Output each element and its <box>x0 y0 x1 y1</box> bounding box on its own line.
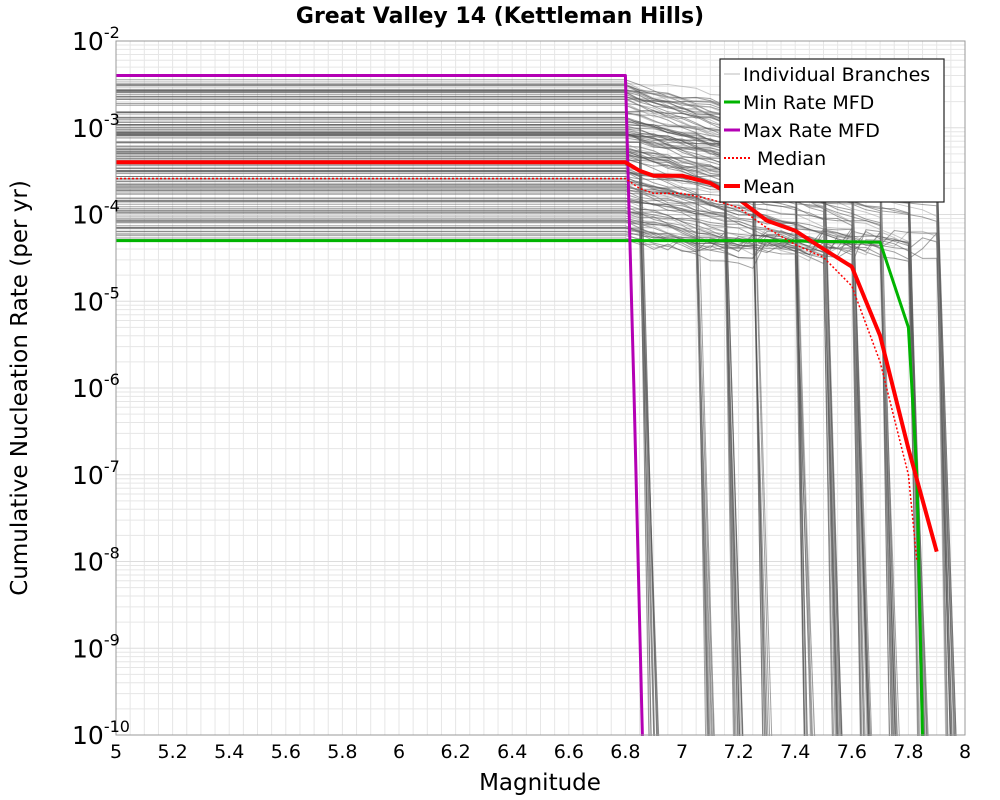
x-tick-label: 7.4 <box>780 741 810 763</box>
x-tick-label: 6.4 <box>497 741 527 763</box>
branch-line <box>116 190 735 737</box>
branch-line <box>116 227 655 737</box>
branch-line <box>116 133 744 737</box>
series-max-rate-mfd <box>116 74 644 737</box>
legend-label-mean: Mean <box>743 176 795 198</box>
x-tick-label: 6.8 <box>610 741 640 763</box>
x-tick-label: 5 <box>110 741 122 763</box>
y-tick-label: 10-7 <box>72 457 120 490</box>
y-tick-label: 10-3 <box>72 110 120 143</box>
legend-label-min: Min Rate MFD <box>743 92 874 114</box>
x-tick-label: 5.4 <box>214 741 244 763</box>
branch-line <box>116 155 744 737</box>
x-tick-layer: 5 5.2 5.4 5.6 5.8 6 6.2 6.4 6.6 6.8 7 7.2 7.4 7.6 7.8 8 <box>110 741 971 763</box>
branch-line <box>116 227 951 737</box>
branch-line <box>116 222 843 737</box>
branch-line <box>116 156 655 737</box>
x-tick-label: 6.6 <box>554 741 584 763</box>
legend-box <box>719 58 945 203</box>
x-tick-label: 5.6 <box>271 741 301 763</box>
y-tick-layer: 10-10 10-9 10-8 10-7 10-6 10-5 10-4 10-3 10-2 <box>72 23 130 750</box>
x-tick-label: 5.2 <box>157 741 187 763</box>
y-tick-label: 10-9 <box>72 630 120 663</box>
chart-title: Great Valley 14 (Kettleman Hills) <box>296 4 704 29</box>
series-layer <box>116 74 939 737</box>
y-tick-label: 10-8 <box>72 544 120 577</box>
branch-line <box>116 228 711 737</box>
branch-line <box>116 170 767 737</box>
x-tick-label: 7 <box>676 741 688 763</box>
legend: Individual Branches Min Rate MFD Max Rat… <box>719 58 945 203</box>
legend-label-max: Max Rate MFD <box>743 120 880 142</box>
branch-line <box>116 185 863 737</box>
x-tick-label: 8 <box>959 741 971 763</box>
x-axis-label: Magnitude <box>479 770 601 796</box>
branch-line <box>116 189 737 737</box>
y-tick-label: 10-6 <box>72 370 120 403</box>
branch-line <box>116 233 805 737</box>
series-median <box>116 177 918 562</box>
series-mean <box>116 160 939 553</box>
x-tick-label: 7.8 <box>893 741 923 763</box>
y-tick-label: 10-4 <box>72 197 120 230</box>
x-tick-label: 6.2 <box>440 741 470 763</box>
branch-line <box>116 200 929 737</box>
x-tick-label: 7.6 <box>837 741 867 763</box>
y-tick-label: 10-5 <box>72 283 120 316</box>
branch-line <box>116 173 738 737</box>
branch-line <box>116 158 741 737</box>
x-tick-label: 6 <box>393 741 405 763</box>
branch-line <box>116 210 743 737</box>
legend-label-median: Median <box>757 148 826 170</box>
y-axis-label: Cumulative Nucleation Rate (per yr) <box>7 180 33 596</box>
branch-line <box>116 183 861 737</box>
x-tick-label: 5.8 <box>327 741 357 763</box>
x-tick-label: 7.2 <box>723 741 753 763</box>
y-tick-label: 10-10 <box>72 717 130 750</box>
branch-line <box>116 199 953 737</box>
plot-frame <box>115 40 966 736</box>
branch-line <box>116 215 658 737</box>
branch-line <box>116 180 806 737</box>
branch-line <box>116 203 739 737</box>
legend-label-branches: Individual Branches <box>743 64 930 86</box>
y-tick-label: 10-2 <box>72 23 120 56</box>
branch-line <box>116 197 660 737</box>
